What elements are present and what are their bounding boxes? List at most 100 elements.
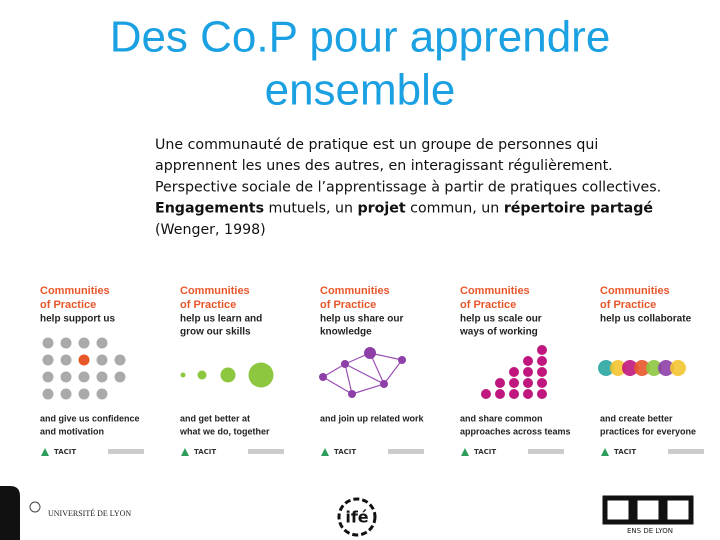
- ens-bar: [632, 495, 664, 525]
- poster-footer: and get better at: [180, 413, 250, 423]
- bold-text: projet: [358, 201, 406, 217]
- dot: [495, 389, 505, 399]
- dot: [42, 388, 54, 400]
- dot: [523, 367, 533, 377]
- dot: [646, 360, 662, 376]
- poster-subtitle: help support us: [40, 314, 115, 325]
- brand-icon: [41, 448, 49, 456]
- dot: [523, 356, 533, 366]
- logo-center: ifé: [345, 508, 368, 527]
- dot: [537, 345, 547, 355]
- dot: [634, 360, 650, 376]
- dot: [658, 360, 674, 376]
- dot: [96, 354, 108, 366]
- corner-shape: [0, 486, 20, 540]
- poster-heading: Communities: [180, 285, 250, 297]
- dot: [348, 390, 356, 398]
- dot: [114, 354, 126, 366]
- text: Une communauté de pratique est un groupe…: [155, 137, 598, 153]
- poster-fineprint: [528, 449, 564, 454]
- ens-bar: [662, 495, 694, 525]
- dot: [364, 347, 376, 359]
- link: [383, 359, 403, 385]
- dot: [509, 367, 519, 377]
- poster-brand: TACIT: [194, 448, 216, 456]
- dot: [96, 388, 108, 400]
- dot: [42, 337, 54, 349]
- poster-brand: TACIT: [614, 448, 636, 456]
- dot: [481, 389, 491, 399]
- dot: [180, 372, 186, 378]
- poster-subtitle: ways of working: [459, 327, 538, 338]
- poster-fineprint: [388, 449, 424, 454]
- intro-line: (Wenger, 1998): [155, 222, 266, 238]
- dot: [60, 354, 72, 366]
- poster-subtitle: help us collaborate: [600, 314, 692, 325]
- poster-footer: and give us confidence: [40, 413, 140, 423]
- dot: [610, 360, 626, 376]
- poster: [308, 268, 441, 464]
- dot: [537, 378, 547, 388]
- poster-fineprint: [248, 449, 284, 454]
- bold-text: Engagements: [155, 201, 264, 217]
- dot: [622, 360, 638, 376]
- poster-footer: and create better: [600, 413, 673, 423]
- link: [322, 363, 346, 378]
- poster-brand: TACIT: [334, 448, 356, 456]
- link: [344, 363, 353, 395]
- logo-mark: [29, 501, 41, 513]
- dot: [509, 389, 519, 399]
- dot: [220, 367, 236, 383]
- dot: [341, 360, 349, 368]
- dot: [78, 354, 90, 366]
- ens-bar: [602, 495, 634, 525]
- dot: [78, 388, 90, 400]
- dot: [523, 389, 533, 399]
- dot: [509, 378, 519, 388]
- text: apprennent les unes des autres, en inter…: [155, 158, 613, 174]
- poster-heading: of Practice: [180, 299, 236, 311]
- dot: [197, 370, 207, 380]
- text: (Wenger, 1998): [155, 222, 266, 238]
- poster-subtitle: knowledge: [320, 327, 372, 338]
- brand-icon: [601, 448, 609, 456]
- poster-subtitle: help us scale our: [460, 314, 542, 325]
- poster-heading: Communities: [320, 285, 390, 297]
- poster-footer: approaches across teams: [460, 426, 571, 436]
- poster-fineprint: [668, 449, 704, 454]
- poster-heading: of Practice: [460, 299, 516, 311]
- intro-line: Perspective sociale de l’apprentissage à…: [155, 179, 661, 195]
- dot: [670, 360, 686, 376]
- poster-heading: of Practice: [40, 299, 96, 311]
- poster-subtitle: help us share our: [320, 314, 403, 325]
- dot: [523, 378, 533, 388]
- dot: [96, 337, 108, 349]
- brand-icon: [181, 448, 189, 456]
- dot: [60, 371, 72, 383]
- dot: [598, 360, 614, 376]
- poster-footer: and share common: [460, 413, 543, 423]
- intro-line: Engagements mutuels, un projet commun, u…: [155, 201, 653, 217]
- dot: [398, 356, 406, 364]
- link: [322, 376, 353, 395]
- dot: [537, 356, 547, 366]
- dot: [78, 337, 90, 349]
- title: Des Co.P pour apprendre: [110, 13, 611, 62]
- logo-right: ENS DE LYON: [627, 527, 673, 535]
- logo-ring: [337, 497, 377, 537]
- dot: [319, 373, 327, 381]
- poster-brand: TACIT: [54, 448, 76, 456]
- intro-line: Une communauté de pratique est un groupe…: [155, 137, 598, 153]
- link: [351, 383, 385, 395]
- logo-left: UNIVERSITÉ DE LYON: [48, 508, 131, 518]
- poster-heading: of Practice: [600, 299, 656, 311]
- link: [344, 363, 385, 385]
- dot: [96, 371, 108, 383]
- dot: [537, 389, 547, 399]
- poster: [28, 268, 161, 464]
- brand-icon: [461, 448, 469, 456]
- poster-subtitle: help us learn and: [180, 314, 262, 325]
- brand-icon: [321, 448, 329, 456]
- poster-footer: practices for everyone: [600, 426, 696, 436]
